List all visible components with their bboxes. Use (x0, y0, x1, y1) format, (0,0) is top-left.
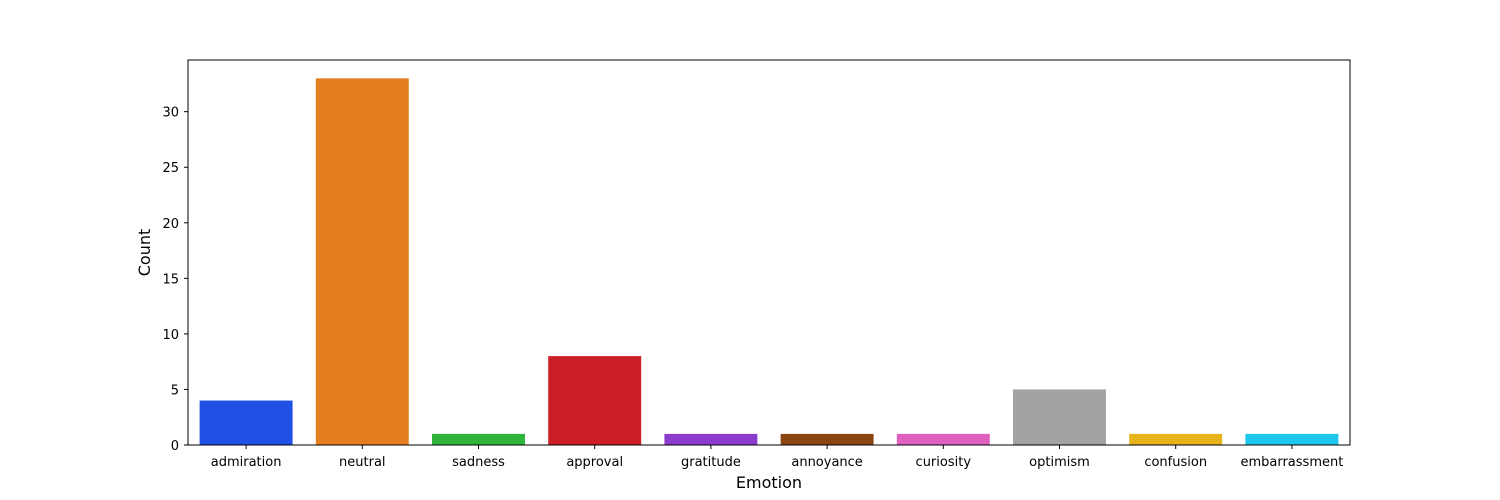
y-tick-label: 30 (162, 106, 179, 121)
bar-gratitude (664, 433, 758, 445)
plot-frame (187, 59, 1351, 446)
y-axis-title: Count (135, 229, 154, 277)
bar-curiosity (896, 433, 990, 445)
x-tick-label: curiosity (916, 455, 972, 470)
bar-neutral (315, 78, 409, 445)
y-tick-label: 5 (171, 383, 179, 398)
x-tick-label: neutral (339, 455, 386, 470)
bar-annoyance (780, 433, 874, 445)
bar-confusion (1129, 433, 1223, 445)
x-tick-label: annoyance (791, 455, 862, 470)
x-tick-label: confusion (1144, 455, 1207, 470)
y-tick-label: 15 (162, 272, 179, 287)
y-tick-label: 20 (162, 217, 179, 232)
bar-embarrassment (1245, 433, 1339, 445)
y-tick-label: 10 (162, 328, 179, 343)
x-tick-label: gratitude (681, 455, 741, 470)
x-tick-label: approval (566, 455, 623, 470)
x-tick-label: optimism (1029, 455, 1090, 470)
x-tick-label: embarrassment (1240, 455, 1343, 470)
bar-approval (548, 356, 642, 445)
y-tick-label: 25 (162, 161, 179, 176)
x-axis-title: Emotion (736, 473, 802, 492)
x-tick-label: sadness (452, 455, 505, 470)
y-axis: 0 5 10 15 20 25 30 (162, 106, 188, 454)
bar-admiration (199, 400, 293, 445)
x-tick-label: admiration (211, 455, 282, 470)
y-tick-label: 0 (171, 439, 179, 454)
bars-group (199, 78, 1339, 445)
bar-optimism (1013, 389, 1106, 445)
x-axis: admiration neutral sadness approval gratitud… (211, 445, 1343, 470)
bar-sadness (432, 433, 525, 445)
